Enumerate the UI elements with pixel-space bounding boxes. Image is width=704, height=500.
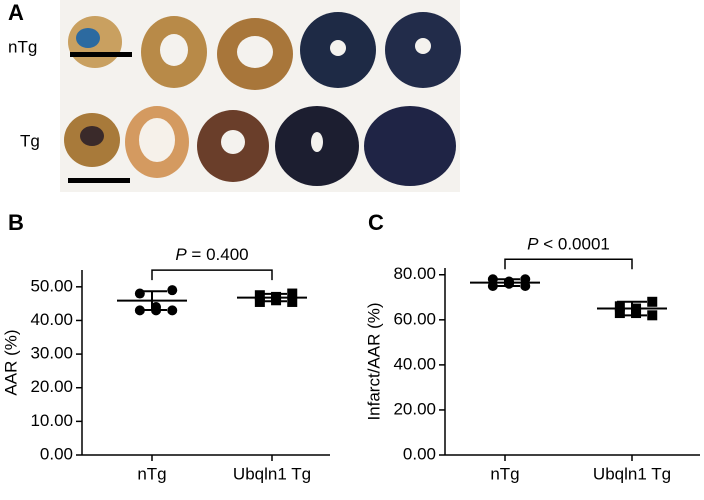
p-symbol: P	[527, 235, 539, 254]
data-point	[647, 296, 658, 307]
data-point	[254, 290, 265, 301]
heart-slice	[139, 118, 175, 162]
heart-slice	[160, 34, 188, 66]
p-value: P < 0.0001	[527, 235, 610, 254]
p-value: P = 0.400	[175, 246, 248, 265]
row-label: nTg	[8, 37, 37, 56]
heart-slice	[311, 132, 323, 152]
y-tick-label: 50.00	[30, 276, 73, 295]
data-point	[614, 301, 625, 312]
panel-label: C	[368, 210, 384, 235]
heart-slice	[80, 126, 104, 146]
y-tick-label: 0.00	[403, 444, 436, 463]
y-tick-label: 40.00	[30, 310, 73, 329]
significance-bracket	[151, 269, 273, 281]
p-text: < 0.0001	[538, 235, 609, 254]
row-label: Tg	[20, 131, 40, 150]
y-tick-label: 60.00	[393, 309, 436, 328]
data-point	[271, 295, 282, 306]
x-tick-label: Ubqln1 Tg	[593, 464, 671, 483]
panel-label: A	[8, 0, 24, 25]
p-symbol: P	[175, 246, 187, 265]
panel-a: A nTg Tg	[8, 0, 461, 192]
data-point	[647, 310, 658, 321]
x-tick-label: Ubqln1 Tg	[233, 464, 311, 483]
heart-slice	[237, 36, 273, 68]
y-tick-label: 20.00	[393, 399, 436, 418]
y-axis-label: AAR (%)	[1, 329, 20, 395]
p-text: = 0.400	[187, 246, 249, 265]
y-tick-label: 0.00	[40, 444, 73, 463]
heart-slice	[330, 40, 346, 56]
y-tick-label: 30.00	[30, 344, 73, 363]
data-point	[631, 308, 642, 319]
data-point	[167, 305, 178, 316]
data-point	[614, 308, 625, 319]
panel-label: B	[8, 210, 24, 235]
data-point	[134, 288, 145, 299]
data-point	[167, 285, 178, 296]
x-tick-label: nTg	[490, 464, 519, 483]
y-axis-label: Infarct/AAR (%)	[364, 302, 383, 420]
heart-slice	[364, 106, 456, 186]
y-tick-label: 80.00	[393, 264, 436, 283]
significance-bracket	[504, 258, 633, 270]
y-tick-label: 20.00	[30, 377, 73, 396]
heart-slice	[415, 38, 431, 54]
x-tick-label: nTg	[137, 464, 166, 483]
y-tick-label: 10.00	[30, 411, 73, 430]
data-point	[287, 296, 298, 307]
heart-slice	[76, 28, 100, 48]
scale-bar	[70, 52, 132, 57]
scale-bar	[68, 178, 130, 183]
heart-slice	[221, 130, 245, 154]
data-point	[287, 288, 298, 299]
y-tick-label: 40.00	[393, 354, 436, 373]
